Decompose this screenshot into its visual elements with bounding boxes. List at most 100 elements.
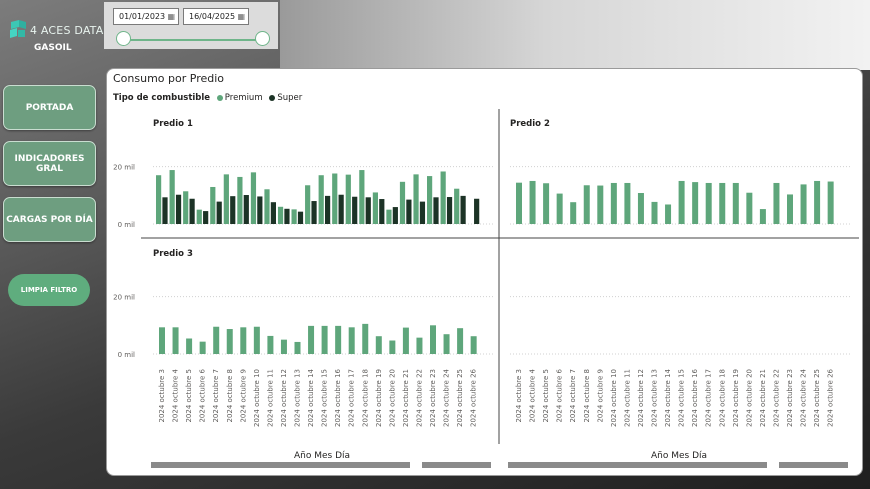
x-tick-label: 2024 octubre 9 bbox=[239, 369, 247, 423]
x-tick-label: 2024 octubre 20 bbox=[745, 369, 753, 427]
calendar-icon[interactable]: ▦ bbox=[167, 9, 175, 24]
bar-premium bbox=[278, 207, 283, 224]
bar-premium bbox=[597, 186, 603, 224]
bar-premium bbox=[773, 183, 779, 224]
bar-super bbox=[257, 196, 262, 224]
bar-premium bbox=[814, 181, 820, 224]
bar-super bbox=[325, 196, 330, 224]
x-tick-label: 2024 octubre 25 bbox=[456, 369, 464, 427]
panel-title: Predio 1 bbox=[153, 119, 193, 129]
bar-premium bbox=[516, 183, 522, 224]
horizontal-scrollbar-left[interactable] bbox=[151, 462, 410, 468]
bar-premium bbox=[295, 342, 301, 354]
date-slider-track[interactable] bbox=[124, 39, 262, 41]
bar-premium bbox=[389, 341, 395, 354]
bar-super bbox=[379, 199, 384, 224]
x-tick-label: 2024 octubre 6 bbox=[556, 368, 564, 422]
bar-premium bbox=[760, 209, 766, 224]
bar-premium bbox=[359, 170, 364, 224]
bar-premium bbox=[787, 194, 793, 224]
x-tick-label: 2024 octubre 16 bbox=[691, 368, 699, 427]
x-tick-label: 2024 octubre 11 bbox=[266, 369, 274, 427]
x-tick-label: 2024 octubre 14 bbox=[307, 368, 315, 427]
horizontal-scrollbar-right[interactable] bbox=[508, 462, 767, 468]
x-tick-label: 2024 octubre 7 bbox=[569, 369, 577, 423]
date-slider-start-handle[interactable] bbox=[116, 31, 131, 46]
bar-premium bbox=[652, 202, 658, 224]
clear-filter-button[interactable]: LIMPIA FILTRO bbox=[8, 274, 90, 306]
bar-premium bbox=[240, 327, 246, 354]
bar-premium bbox=[335, 326, 341, 354]
bar-premium bbox=[237, 177, 242, 224]
nav-button-cargas-por-dia[interactable]: CARGAS POR DÍA bbox=[3, 197, 96, 242]
x-tick-label: 2024 octubre 4 bbox=[172, 368, 180, 422]
bar-premium bbox=[400, 182, 405, 224]
x-tick-label: 2024 octubre 3 bbox=[515, 369, 523, 423]
bar-premium bbox=[281, 340, 287, 354]
bar-super bbox=[393, 207, 398, 224]
bar-super bbox=[203, 211, 208, 224]
x-tick-label: 2024 octubre 17 bbox=[348, 369, 356, 427]
end-date-input[interactable]: 16/04/2025 ▦ bbox=[183, 8, 249, 25]
bar-premium bbox=[692, 182, 698, 224]
x-tick-label: 2024 octubre 5 bbox=[185, 369, 193, 423]
x-tick-label: 2024 octubre 16 bbox=[334, 368, 342, 427]
y-tick-label: 0 mil bbox=[118, 351, 135, 359]
x-tick-label: 2024 octubre 10 bbox=[610, 369, 618, 427]
x-tick-label: 2024 octubre 24 bbox=[800, 368, 808, 427]
x-tick-label: 2024 octubre 12 bbox=[637, 369, 645, 427]
bar-premium bbox=[227, 329, 233, 354]
x-tick-label: 2024 octubre 22 bbox=[415, 369, 423, 427]
start-date-input[interactable]: 01/01/2023 ▦ bbox=[113, 8, 179, 25]
bar-premium bbox=[376, 336, 382, 354]
bar-super bbox=[244, 195, 249, 224]
horizontal-scrollbar-right-end[interactable] bbox=[779, 462, 848, 468]
x-tick-label: 2024 octubre 18 bbox=[718, 369, 726, 427]
bar-premium bbox=[305, 185, 310, 224]
bar-premium bbox=[183, 191, 188, 224]
x-tick-label: 2024 octubre 26 bbox=[827, 368, 835, 427]
bar-premium bbox=[173, 327, 179, 354]
bar-premium bbox=[159, 327, 165, 354]
bar-premium bbox=[584, 185, 590, 224]
x-tick-label: 2024 octubre 21 bbox=[759, 369, 767, 427]
x-tick-label: 2024 octubre 7 bbox=[212, 369, 220, 423]
bar-super bbox=[447, 197, 452, 224]
bar-super bbox=[461, 196, 466, 224]
x-tick-label: 2024 octubre 17 bbox=[705, 369, 713, 427]
horizontal-scrollbar-left-end[interactable] bbox=[422, 462, 491, 468]
bar-premium bbox=[224, 174, 229, 224]
x-tick-label: 2024 octubre 25 bbox=[813, 369, 821, 427]
x-tick-label: 2024 octubre 8 bbox=[583, 369, 591, 423]
bar-premium bbox=[444, 334, 450, 354]
nav-button-portada[interactable]: PORTADA bbox=[3, 85, 96, 130]
x-tick-label: 2024 octubre 9 bbox=[596, 369, 604, 423]
cube-logo-icon bbox=[8, 18, 28, 40]
header-band bbox=[280, 0, 870, 70]
x-tick-label: 2024 octubre 8 bbox=[226, 369, 234, 423]
end-date-value: 16/04/2025 bbox=[189, 12, 235, 21]
bar-super bbox=[420, 202, 425, 224]
bar-premium bbox=[156, 175, 161, 224]
x-tick-label: 2024 octubre 11 bbox=[623, 369, 631, 427]
x-tick-label: 2024 octubre 13 bbox=[294, 369, 302, 427]
x-tick-label: 2024 octubre 23 bbox=[429, 369, 437, 427]
x-tick-label: 2024 octubre 19 bbox=[732, 369, 740, 427]
x-tick-label: 2024 octubre 26 bbox=[470, 368, 478, 427]
date-slider-end-handle[interactable] bbox=[255, 31, 270, 46]
bar-premium bbox=[441, 171, 446, 224]
bar-premium bbox=[719, 183, 725, 224]
bar-premium bbox=[267, 336, 273, 354]
bar-super bbox=[284, 209, 289, 224]
bar-super bbox=[352, 197, 357, 224]
x-tick-label: 2024 octubre 3 bbox=[158, 369, 166, 423]
bar-premium bbox=[570, 202, 576, 224]
bar-premium bbox=[638, 193, 644, 224]
bar-super bbox=[474, 199, 479, 224]
brand-subtitle: GASOIL bbox=[34, 43, 72, 53]
bar-super bbox=[190, 199, 195, 224]
calendar-icon[interactable]: ▦ bbox=[237, 9, 245, 24]
nav-button-indicadores-gral[interactable]: INDICADORES GRAL bbox=[3, 141, 96, 186]
x-tick-label: 2024 octubre 21 bbox=[402, 369, 410, 427]
bar-premium bbox=[706, 183, 712, 224]
